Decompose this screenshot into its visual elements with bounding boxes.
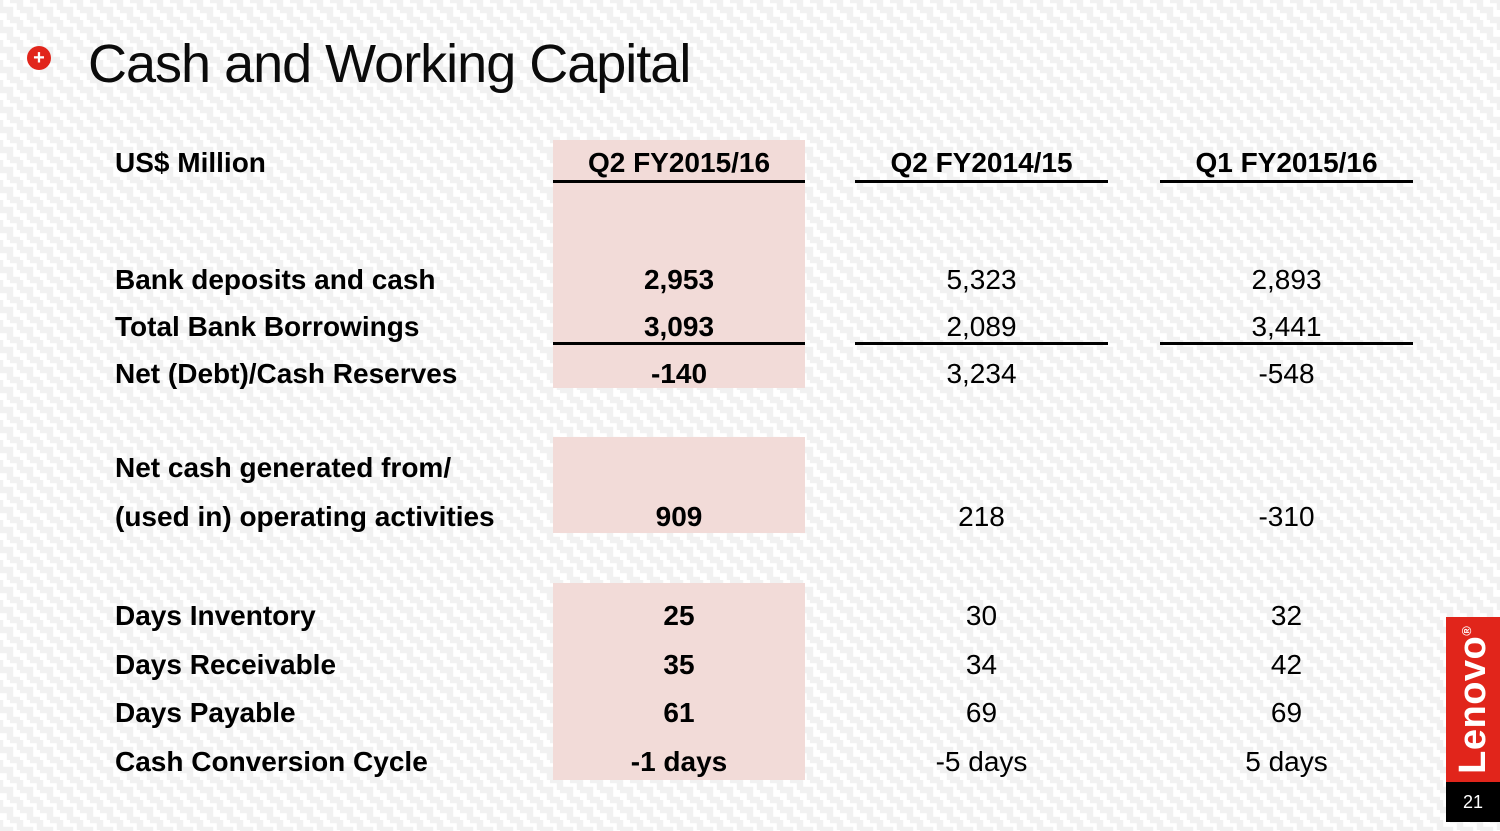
subtotal-underline-col1 [553,342,805,345]
row-label-line2: (used in) operating activities [115,501,495,532]
cell-value: 69 [965,697,998,728]
row-label: Days Receivable [115,649,337,680]
header-underline-col2 [855,180,1108,183]
cell-value: 3,441 [1251,311,1322,342]
page-number: 21 [1462,791,1484,812]
lenovo-logo: Lenovo® [1446,617,1500,782]
cell-value: 3,093 [643,311,715,342]
subtotal-underline-col2 [855,342,1108,345]
cell-value: 35 [663,649,695,680]
cell-value: 30 [965,600,998,631]
highlight-box-bottom [553,583,805,780]
header-underline-col1 [553,180,805,183]
cell-value: 2,089 [946,311,1017,342]
column-header-q2fy1516: Q2 FY2015/16 [587,147,771,178]
cell-value: 5,323 [946,264,1017,295]
subtotal-underline-col3 [1160,342,1413,345]
cell-value: -548 [1258,358,1315,389]
cell-value: 218 [958,501,1005,532]
cell-value: 2,893 [1251,264,1322,295]
row-label: Cash Conversion Cycle [115,746,428,777]
cell-value: 69 [1270,697,1303,728]
cell-value: 42 [1270,649,1303,680]
cell-value: 32 [1270,600,1303,631]
cell-value: 2,953 [643,264,715,295]
cell-value: -1 days [630,746,728,777]
page-number-badge: 21 [1446,782,1500,822]
cell-value: -310 [1258,501,1315,532]
page-title: Cash and Working Capital [88,34,691,94]
column-header-q1fy1516: Q1 FY2015/16 [1195,147,1378,178]
highlight-box-middle [553,437,805,533]
row-label: Net (Debt)/Cash Reserves [115,358,458,389]
row-label: Days Inventory [115,600,316,631]
cell-value: 3,234 [946,358,1017,389]
header-underline-col3 [1160,180,1413,183]
column-header-q2fy1415: Q2 FY2014/15 [890,147,1073,178]
lenovo-logo-text: Lenovo® [1452,625,1494,774]
registered-mark-icon: ® [1459,625,1474,636]
cell-value: 61 [663,697,695,728]
cell-value: 5 days [1245,746,1328,777]
cell-value: -140 [650,358,708,389]
cell-value: 909 [655,501,703,532]
unit-label: US$ Million [115,147,266,178]
row-label: Bank deposits and cash [115,264,436,295]
cell-value: 34 [965,649,998,680]
cell-value: 25 [663,600,695,631]
row-label: Net cash generated from/ [115,452,452,483]
plus-icon: + [27,46,51,70]
row-label: Total Bank Borrowings [115,311,420,342]
cell-value: -5 days [935,746,1028,777]
row-label: Days Payable [115,697,296,728]
